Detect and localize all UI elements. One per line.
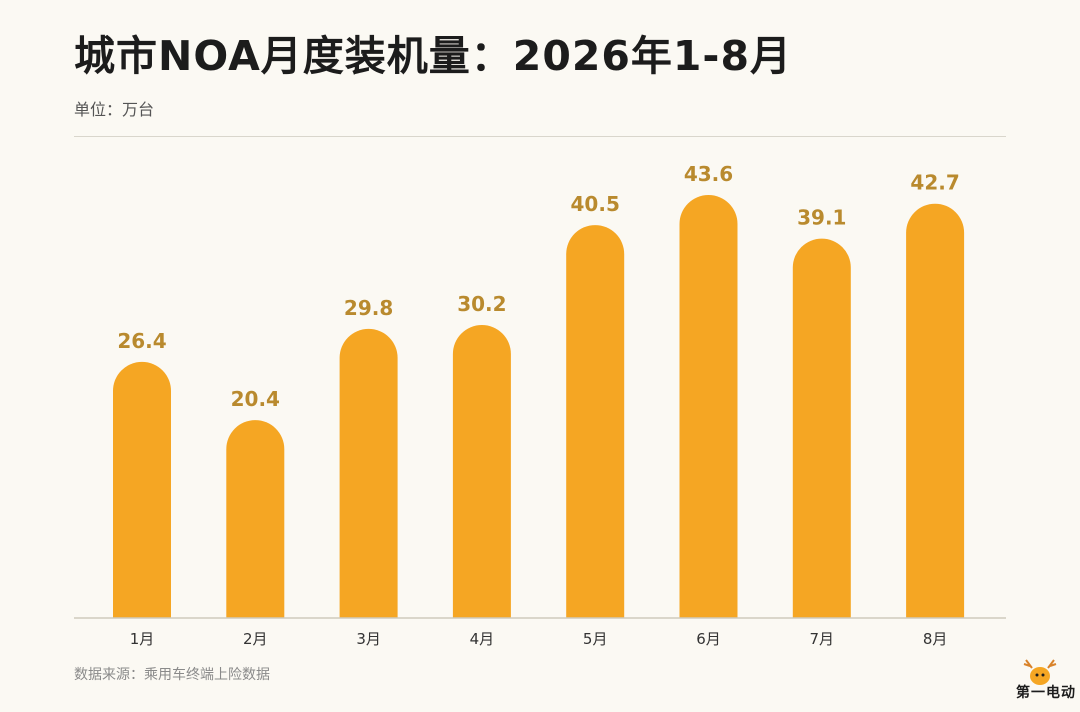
value-label: 30.2: [457, 292, 506, 316]
tick-labels-group: 1月 2月 3月 4月 5月 6月 7月 8月: [130, 630, 948, 648]
value-labels-group: 26.4 20.4 29.8 30.2 40.5 43.6 39.1 42.7: [117, 162, 959, 411]
x-tick-label: 5月: [583, 630, 608, 648]
logo-text: 第一电动: [1016, 685, 1076, 701]
bar-1月: [113, 361, 171, 618]
bar-5月: [566, 225, 625, 618]
bar-3月: [339, 328, 398, 618]
x-tick-label: 8月: [923, 630, 948, 648]
bars-group: [113, 194, 965, 619]
x-tick-label: 3月: [356, 630, 381, 648]
chart-title: 城市NOA月度装机量：2026年1-8月: [74, 32, 792, 80]
x-tick-label: 2月: [243, 630, 268, 648]
bar-8月: [906, 203, 965, 618]
value-label: 39.1: [797, 206, 846, 230]
value-label: 20.4: [231, 387, 280, 411]
unit-label: 单位：万台: [74, 100, 155, 119]
value-label: 29.8: [344, 296, 393, 320]
bar-4月: [452, 324, 511, 618]
value-label: 26.4: [117, 329, 166, 353]
value-label: 40.5: [571, 192, 620, 216]
value-label: 43.6: [684, 162, 733, 186]
x-tick-label: 7月: [810, 630, 835, 648]
header-divider: [74, 136, 1006, 137]
bar-7月: [792, 238, 851, 619]
data-source: 数据来源：乘用车终端上险数据: [74, 667, 270, 683]
deer-mascot-icon: [1023, 659, 1057, 685]
x-tick-label: 6月: [696, 630, 721, 648]
x-tick-label: 4月: [470, 630, 495, 648]
bar-2月: [226, 420, 285, 618]
bar-6月: [679, 194, 738, 618]
value-label: 42.7: [910, 171, 959, 195]
x-tick-label: 1月: [130, 630, 155, 648]
